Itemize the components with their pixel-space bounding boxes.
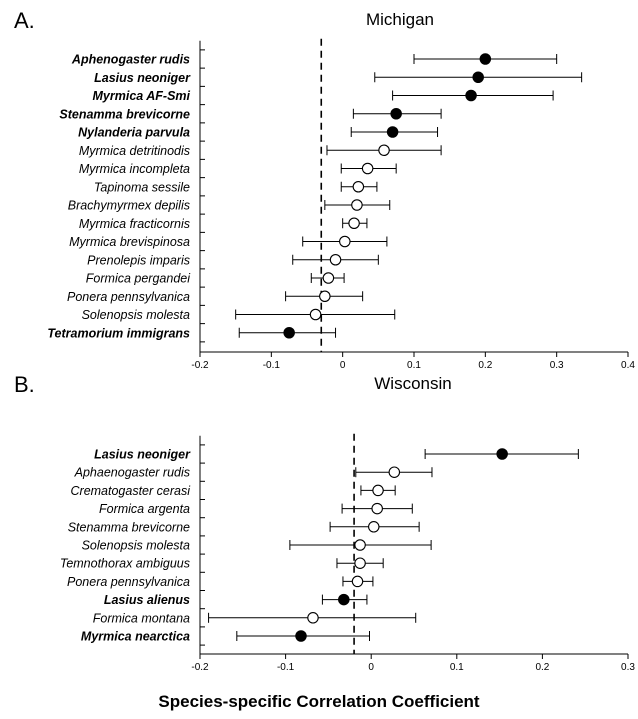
- panel-title-wisconsin: Wisconsin: [374, 374, 451, 393]
- category-label-michigan: Stenamma brevicorne: [59, 107, 190, 121]
- x-tick-label-michigan: 0.4: [621, 360, 635, 371]
- filled-point-michigan: [472, 71, 484, 84]
- open-point-michigan: [329, 254, 342, 266]
- open-point-wisconsin: [372, 484, 384, 497]
- x-tick-label-michigan: 0.1: [407, 360, 421, 371]
- open-point-wisconsin: [388, 466, 401, 478]
- open-point-michigan: [378, 144, 390, 157]
- x-tick-label-michigan: 0.3: [550, 360, 564, 371]
- filled-point-wisconsin: [496, 448, 508, 460]
- category-label-wisconsin: Temnothorax ambiguus: [60, 557, 190, 571]
- open-point-michigan: [351, 199, 363, 211]
- category-label-wisconsin: Aphaenogaster rudis: [74, 466, 190, 480]
- category-label-michigan: Formica pergandei: [86, 272, 191, 286]
- open-point-wisconsin: [368, 521, 380, 533]
- category-label-wisconsin: Formica montana: [93, 611, 190, 625]
- category-label-michigan: Myrmica incompleta: [79, 162, 190, 176]
- x-tick-label-wisconsin: 0: [368, 662, 374, 673]
- panel-letter-a: A.: [14, 8, 35, 33]
- category-label-michigan: Tapinoma sessile: [94, 180, 190, 194]
- x-tick-label-michigan: -0.1: [263, 360, 281, 371]
- category-label-michigan: Lasius neoniger: [94, 71, 191, 85]
- category-label-wisconsin: Stenamma brevicorne: [68, 520, 190, 534]
- category-label-michigan: Aphenogaster rudis: [71, 53, 190, 67]
- filled-point-michigan: [386, 126, 399, 138]
- filled-point-michigan: [283, 326, 295, 339]
- open-point-michigan: [339, 235, 351, 248]
- open-point-wisconsin: [307, 612, 319, 624]
- category-label-wisconsin: Myrmica nearctica: [81, 630, 190, 644]
- x-tick-label-wisconsin: 0.3: [621, 662, 635, 673]
- category-label-wisconsin: Solenopsis molesta: [82, 539, 190, 553]
- filled-point-wisconsin: [338, 593, 350, 606]
- open-point-wisconsin: [354, 539, 366, 551]
- open-point-wisconsin: [354, 557, 366, 569]
- open-point-michigan: [309, 308, 322, 321]
- filled-point-michigan: [479, 53, 492, 65]
- forest-plot-figure: A. Michigan -0.2 -0.1 0 0.1 0.2 0.3 0.4 Aphenog…: [14, 8, 635, 673]
- x-tick-label-wisconsin: -0.2: [191, 662, 209, 673]
- x-tick-label-michigan: -0.2: [191, 360, 209, 371]
- category-label-wisconsin: Lasius neoniger: [94, 448, 191, 462]
- category-label-michigan: Myrmica AF-Smi: [93, 89, 191, 103]
- x-tick-label-wisconsin: -0.1: [277, 662, 295, 673]
- x-tick-label-michigan: 0.2: [478, 360, 492, 371]
- filled-point-michigan: [390, 108, 402, 120]
- x-tick-label-wisconsin: 0.1: [450, 662, 464, 673]
- category-label-wisconsin: Lasius alienus: [104, 593, 190, 607]
- category-label-michigan: Nylanderia parvula: [78, 126, 190, 140]
- category-label-wisconsin: Crematogaster cerasi: [71, 484, 192, 498]
- category-label-wisconsin: Formica argenta: [99, 502, 190, 516]
- category-label-michigan: Brachymyrmex depilis: [68, 199, 190, 213]
- filled-point-wisconsin: [295, 630, 307, 642]
- category-label-michigan: Myrmica brevispinosa: [69, 235, 190, 249]
- x-tick-label-michigan: 0: [340, 360, 346, 371]
- x-axis-label: Species-specific Correlation Coefficient: [158, 692, 480, 711]
- category-label-michigan: Prenolepis imparis: [87, 253, 190, 267]
- panel-michigan: A. Michigan -0.2 -0.1 0 0.1 0.2 0.3 0.4 Aphenog…: [14, 8, 635, 371]
- category-label-michigan: Myrmica fracticornis: [79, 217, 190, 231]
- panel-title-michigan: Michigan: [366, 10, 434, 29]
- open-point-michigan: [322, 272, 335, 284]
- category-label-michigan: Tetramorium immigrans: [47, 326, 190, 340]
- category-label-michigan: Myrmica detritinodis: [79, 144, 190, 158]
- category-label-michigan: Ponera pennsylvanica: [67, 290, 190, 304]
- open-point-michigan: [352, 181, 365, 193]
- open-point-michigan: [348, 217, 360, 230]
- panel-letter-b: B.: [14, 372, 35, 397]
- category-label-wisconsin: Ponera pennsylvanica: [67, 575, 190, 589]
- x-tick-label-wisconsin: 0.2: [535, 662, 549, 673]
- open-point-michigan: [361, 162, 374, 175]
- filled-point-michigan: [465, 89, 477, 102]
- open-point-michigan: [319, 290, 331, 302]
- category-label-michigan: Solenopsis molesta: [82, 308, 190, 322]
- open-point-wisconsin: [351, 575, 364, 588]
- panel-wisconsin: B. Wisconsin -0.2 -0.1 0 0.1 0.2 0.3 Lasius ne…: [14, 372, 635, 673]
- open-point-wisconsin: [371, 502, 383, 515]
